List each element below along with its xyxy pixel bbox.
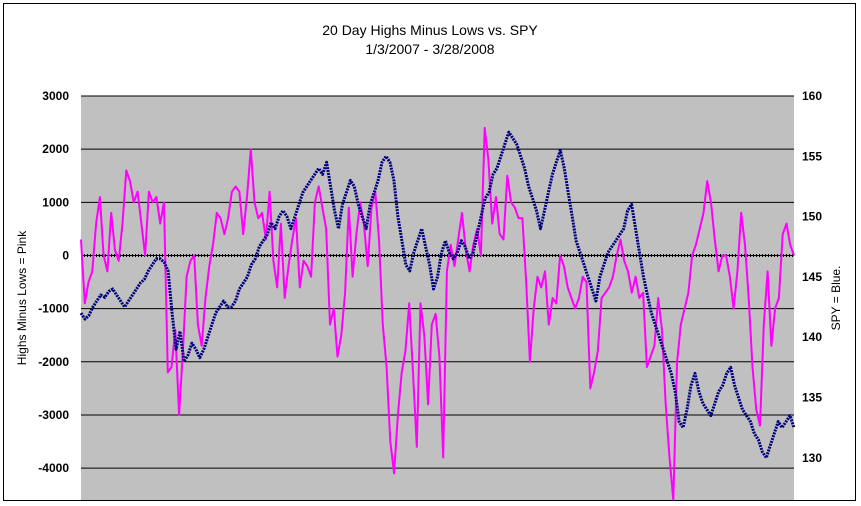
left-tick-label: -4000 bbox=[38, 461, 69, 475]
chart: 20 Day Highs Minus Lows vs. SPY 1/3/2007… bbox=[15, 22, 843, 501]
left-tick-label: 0 bbox=[62, 248, 69, 262]
left-tick-label: 2000 bbox=[42, 142, 69, 156]
highs-minus-lows-series-line bbox=[80, 126, 795, 501]
left-tick-label: -2000 bbox=[38, 355, 69, 369]
right-tick-label: 160 bbox=[802, 89, 822, 103]
right-tick-label: 150 bbox=[802, 210, 822, 224]
chart-subtitle: 1/3/2007 - 3/28/2008 bbox=[365, 41, 494, 57]
left-tick-label: 1000 bbox=[42, 195, 69, 209]
right-tick-label: 135 bbox=[802, 390, 822, 404]
right-tick-label: 130 bbox=[802, 451, 822, 465]
right-tick-label: 140 bbox=[802, 330, 822, 344]
right-tick-label: 155 bbox=[802, 149, 822, 163]
right-tick-label: 145 bbox=[802, 270, 822, 284]
left-axis-label: Highs Minus Lows = Pink bbox=[15, 230, 29, 365]
right-axis-label: SPY = Blue. bbox=[829, 266, 843, 331]
left-tick-label: 3000 bbox=[42, 89, 69, 103]
chart-title: 20 Day Highs Minus Lows vs. SPY bbox=[322, 22, 538, 38]
spy-series-line bbox=[79, 130, 796, 460]
left-tick-label: -3000 bbox=[38, 408, 69, 422]
chart-frame: 20 Day Highs Minus Lows vs. SPY 1/3/2007… bbox=[3, 3, 856, 501]
left-tick-label: -1000 bbox=[38, 302, 69, 316]
